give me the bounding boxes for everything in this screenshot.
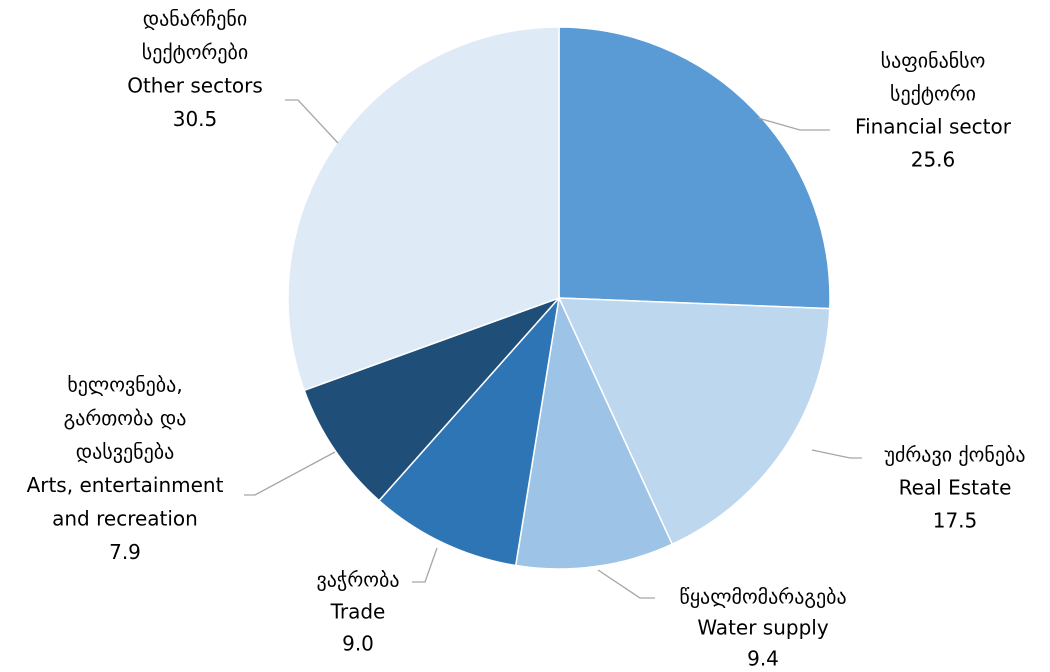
slice-label: Other sectors [127,74,263,98]
slice-label: Trade [330,600,386,624]
leader-line [285,99,339,144]
slice-label: Financial sector [855,115,1012,139]
slice-label: წყალმომარაგება [679,585,846,609]
slice-label: Water supply [697,616,829,640]
slice-label: გართობა და [64,406,187,430]
leader-line [244,451,336,496]
slice-label: დასვენება [76,440,175,464]
pie-slice [514,295,674,570]
slice-label: ხელოვნება, [67,373,182,397]
data-label: 25.6 [911,148,956,172]
slice-label: უძრავი ქონება [884,443,1025,467]
data-label: 30.5 [173,107,218,131]
slice-label: Arts, entertainment [27,473,224,497]
data-label: 9.0 [342,632,374,656]
slice-label: საფინანსო [881,49,986,73]
slice-label: ვაჭრობა [317,568,400,592]
leader-line [757,117,830,131]
pie-slice [377,295,561,567]
leader-line [811,449,862,459]
data-label: 7.9 [109,540,141,564]
data-label: 17.5 [933,509,978,533]
pie-slice [303,297,560,502]
data-label: 9.4 [747,647,779,671]
pie-slice [557,297,831,546]
slice-label: სექტორი [890,82,976,106]
slice-label: სექტორები [142,40,248,64]
leader-line [597,569,655,599]
slice-label: and recreation [52,507,198,531]
slice-label: დანარჩენი [143,7,247,31]
leader-line [412,547,438,583]
slice-label: Real Estate [899,476,1012,500]
pie-slice [558,26,831,310]
